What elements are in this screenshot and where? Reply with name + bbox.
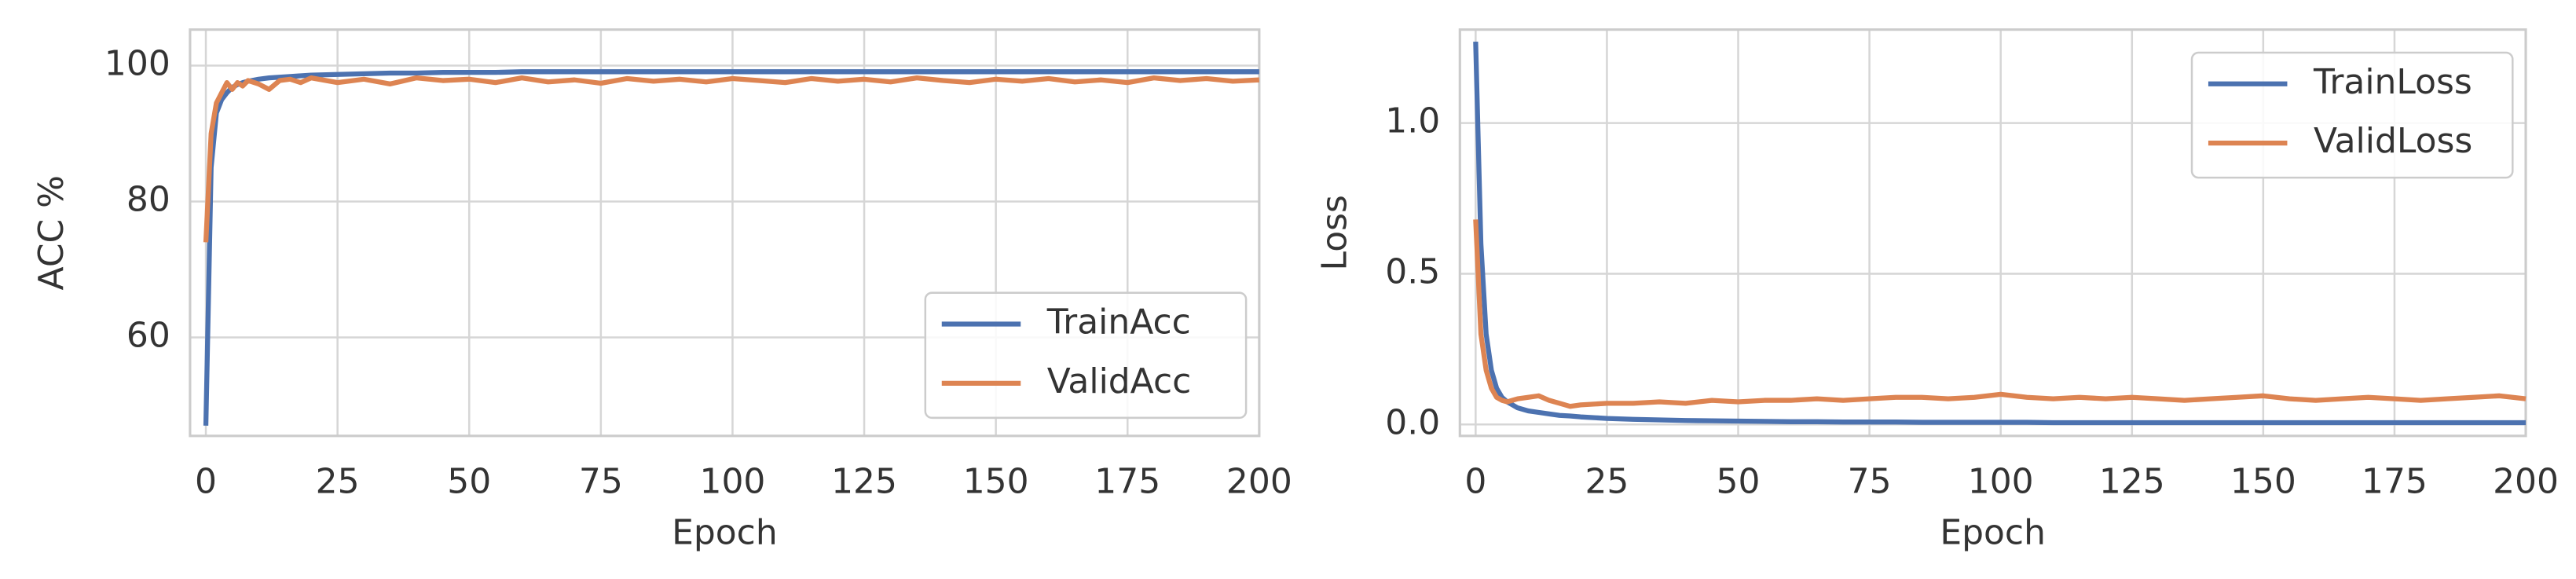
x-tick-label: 25 — [316, 462, 360, 502]
data-line — [203, 75, 1260, 243]
legend: TrainLoss ValidLoss — [2190, 51, 2514, 179]
x-tick-label: 100 — [1968, 462, 2034, 502]
x-axis-label: Epoch — [672, 512, 778, 552]
x-tick-label: 50 — [1717, 462, 1761, 502]
x-tick-label: 125 — [2099, 462, 2165, 502]
y-tick-label: 0.5 — [1385, 251, 1440, 291]
x-tick-label: 75 — [1848, 462, 1892, 502]
y-axis-label: ACC % — [31, 175, 71, 290]
y-tick-label: 60 — [126, 315, 170, 355]
y-tick-label: 1.0 — [1385, 101, 1440, 141]
x-tick-label: 25 — [1585, 462, 1629, 502]
plot-frame — [1458, 28, 2527, 438]
x-tick-label: 125 — [831, 462, 897, 502]
data-line — [1473, 219, 2527, 409]
x-tick-label: 175 — [2362, 462, 2428, 502]
x-tick-label: 200 — [2493, 462, 2559, 502]
x-tick-label: 0 — [195, 462, 217, 502]
x-axis-label: Epoch — [1940, 512, 2046, 552]
y-tick-label: 100 — [104, 44, 170, 84]
y-axis-label: Loss — [1314, 195, 1354, 270]
legend-label: TrainAcc — [1046, 302, 1191, 342]
x-tick-label: 200 — [1226, 462, 1292, 502]
plot-frame — [189, 28, 1261, 438]
x-tick-label: 175 — [1094, 462, 1160, 502]
x-tick-label: 150 — [2230, 462, 2296, 502]
data-line — [1473, 41, 2527, 426]
y-tick-label: 0.0 — [1385, 402, 1440, 442]
legend-label: TrainLoss — [2313, 62, 2472, 102]
legend: TrainAcc ValidAcc — [924, 291, 1248, 420]
legend-label: ValidLoss — [2314, 121, 2472, 161]
x-tick-label: 75 — [579, 462, 623, 502]
x-tick-label: 0 — [1464, 462, 1486, 502]
y-tick-label: 80 — [126, 179, 170, 219]
x-tick-label: 50 — [447, 462, 491, 502]
x-tick-label: 100 — [699, 462, 765, 502]
legend-label: ValidAcc — [1047, 361, 1192, 401]
x-tick-label: 150 — [963, 462, 1029, 502]
